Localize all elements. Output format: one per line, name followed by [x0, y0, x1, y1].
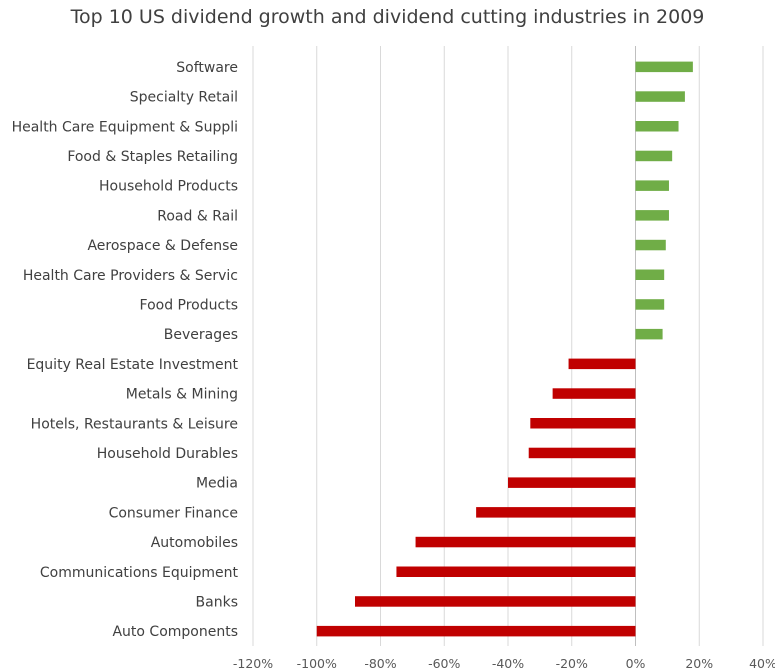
category-label: Communications Equipment [40, 565, 239, 581]
category-label: Household Products [99, 179, 238, 195]
bars [316, 61, 693, 637]
category-label: Automobiles [151, 535, 238, 551]
bar-health-care-providers-servic [635, 269, 665, 280]
category-label: Hotels, Restaurants & Leisure [31, 416, 238, 432]
bar-beverages [635, 328, 663, 340]
x-tick-label: 0% [626, 656, 646, 671]
category-label: Specialty Retail [130, 90, 238, 106]
bar-health-care-equipment-suppli [635, 121, 679, 132]
bar-media [508, 477, 636, 488]
category-labels: Software Specialty Retail Health Care Equi… [12, 60, 239, 640]
gridlines [252, 46, 764, 646]
category-label: Aerospace & Defense [87, 238, 238, 254]
category-label: Metals & Mining [126, 387, 238, 403]
category-label: Beverages [164, 327, 238, 343]
bar-banks [355, 596, 636, 607]
category-label: Household Durables [97, 446, 238, 462]
bar-food-products [635, 299, 665, 310]
bar-software [635, 61, 693, 73]
x-tick-label: -120% [233, 656, 273, 671]
bar-auto-components [316, 625, 636, 637]
bar-equity-real-estate-investment [568, 358, 636, 370]
category-label: Road & Rail [157, 208, 238, 224]
category-label: Consumer Finance [109, 505, 238, 521]
category-label: Software [176, 60, 238, 76]
bar-communications-equipment [396, 566, 636, 577]
x-tick-label: -80% [364, 656, 396, 671]
category-label: Food Products [140, 297, 238, 313]
bar-hotels-restaurants-leisure [530, 418, 636, 429]
x-tick-label: -20% [556, 656, 588, 671]
x-tick-label: -40% [492, 656, 524, 671]
category-label: Media [196, 476, 238, 492]
x-tick-labels: -120% -100% -80% -60% -40% -20% 0% 20% 40% [233, 656, 775, 671]
bar-specialty-retail [635, 91, 685, 102]
bar-metals-mining [552, 388, 636, 399]
category-label: Auto Components [112, 624, 238, 640]
bar-road-rail [635, 210, 669, 221]
bar-household-durables [528, 447, 636, 459]
category-label: Health Care Providers & Servic [23, 268, 238, 284]
x-tick-label: -100% [297, 656, 337, 671]
category-label: Food & Staples Retailing [67, 149, 238, 165]
bar-aerospace-defense [635, 239, 666, 251]
category-label: Banks [196, 594, 238, 610]
bar-household-products [635, 180, 669, 191]
x-tick-label: -60% [428, 656, 460, 671]
bar-automobiles [415, 536, 636, 548]
x-tick-label: 40% [749, 656, 775, 671]
category-label: Health Care Equipment & Suppli [12, 119, 238, 135]
bar-food-staples-retailing [635, 150, 673, 162]
x-tick-label: 20% [685, 656, 713, 671]
chart-title: Top 10 US dividend growth and dividend c… [70, 6, 705, 28]
category-label: Equity Real Estate Investment [27, 357, 239, 373]
bar-consumer-finance [476, 507, 636, 518]
